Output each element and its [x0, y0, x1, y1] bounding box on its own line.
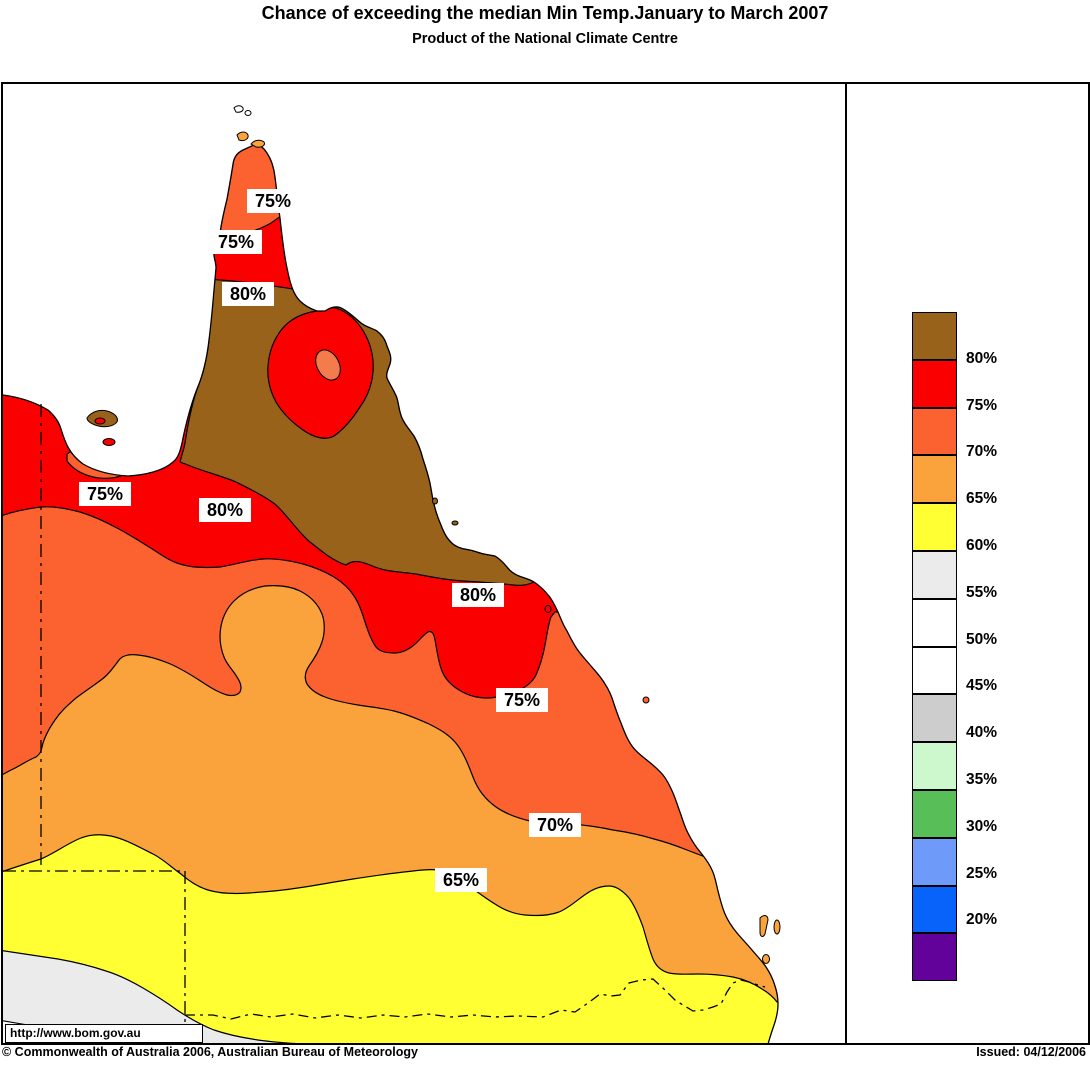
- torres-island-icon: [233, 105, 244, 113]
- contour-label: 75%: [79, 482, 131, 506]
- coastal-island: [642, 696, 650, 704]
- map-frame: http://www.bom.gov.au 75% 75% 80% 75% 80% 80%…: [1, 82, 1090, 1045]
- coastal-island: [451, 520, 459, 526]
- state-borders: [3, 404, 766, 1043]
- legend-label: 50%: [966, 630, 998, 648]
- legend-color-block: [912, 837, 957, 886]
- page-title: Chance of exceeding the median Min Temp.…: [261, 3, 829, 23]
- legend-color-block: [912, 550, 957, 599]
- legend-color-block: [912, 742, 957, 790]
- legend-color-block: [912, 598, 957, 647]
- queensland-map: http://www.bom.gov.au 75% 75% 80% 75% 80% 80%…: [3, 84, 845, 1043]
- legend-label: 45%: [966, 677, 998, 695]
- torres-island-icon: [244, 110, 252, 116]
- fraser-island: [759, 915, 769, 937]
- legend-labels: 80% 75% 70% 65% 60% 55% 50% 45% 40% 35% 30% 25% 20%: [966, 312, 1026, 972]
- legend-label: 40%: [966, 724, 998, 742]
- legend-label: 25%: [966, 864, 998, 882]
- legend-label: 80%: [966, 349, 998, 367]
- contour-label: 65%: [435, 868, 487, 892]
- legend-color-block: [912, 312, 957, 360]
- map-svg: [3, 105, 781, 1043]
- legend-color-block: [912, 503, 957, 551]
- legend-color-block: [912, 646, 957, 695]
- legend-color-block: [912, 933, 957, 982]
- coastal-island: [773, 919, 781, 935]
- contour-label: 80%: [452, 583, 504, 607]
- legend-color-bar: [912, 312, 957, 982]
- coastal-island: [544, 605, 552, 613]
- coastal-island: [762, 954, 770, 964]
- tip-island-65-70: [236, 131, 249, 142]
- legend-label: 65%: [966, 490, 998, 508]
- bom-url-label: http://www.bom.gov.au: [5, 1024, 203, 1043]
- issued-date: Issued: 04/12/2006: [976, 1045, 1086, 1059]
- legend-divider: [845, 84, 847, 1043]
- contour-label: 75%: [496, 688, 548, 712]
- legend-label: 70%: [966, 443, 998, 461]
- contour-label: 80%: [199, 498, 251, 522]
- legend-color-block: [912, 694, 957, 743]
- copyright-text: © Commonwealth of Australia 2006, Austra…: [2, 1045, 418, 1059]
- page-subtitle: Product of the National Climate Centre: [412, 31, 678, 47]
- contour-label: 75%: [210, 230, 262, 254]
- border-nsw: [185, 978, 766, 1020]
- legend-color-block: [912, 455, 957, 504]
- contour-label: 75%: [247, 189, 299, 213]
- legend-color-block: [912, 359, 957, 408]
- coastal-island: [432, 497, 438, 505]
- tip-patch-65-70: [250, 139, 265, 148]
- legend-label: 75%: [966, 396, 998, 414]
- contour-label: 80%: [222, 282, 274, 306]
- legend-color-block: [912, 885, 957, 934]
- legend-label: 60%: [966, 537, 998, 554]
- legend-color-block: [912, 789, 957, 838]
- legend-label: 30%: [966, 817, 998, 835]
- contour-label: 70%: [529, 813, 581, 837]
- legend-color-block: [912, 407, 957, 456]
- islands: [86, 105, 781, 964]
- enclave-core-70-75: [315, 349, 341, 381]
- legend-label: 55%: [966, 583, 998, 601]
- legend-label: 20%: [966, 911, 998, 929]
- gulf-island: [102, 438, 116, 446]
- legend-label: 35%: [966, 771, 998, 788]
- mornington-red-spot: [94, 417, 106, 425]
